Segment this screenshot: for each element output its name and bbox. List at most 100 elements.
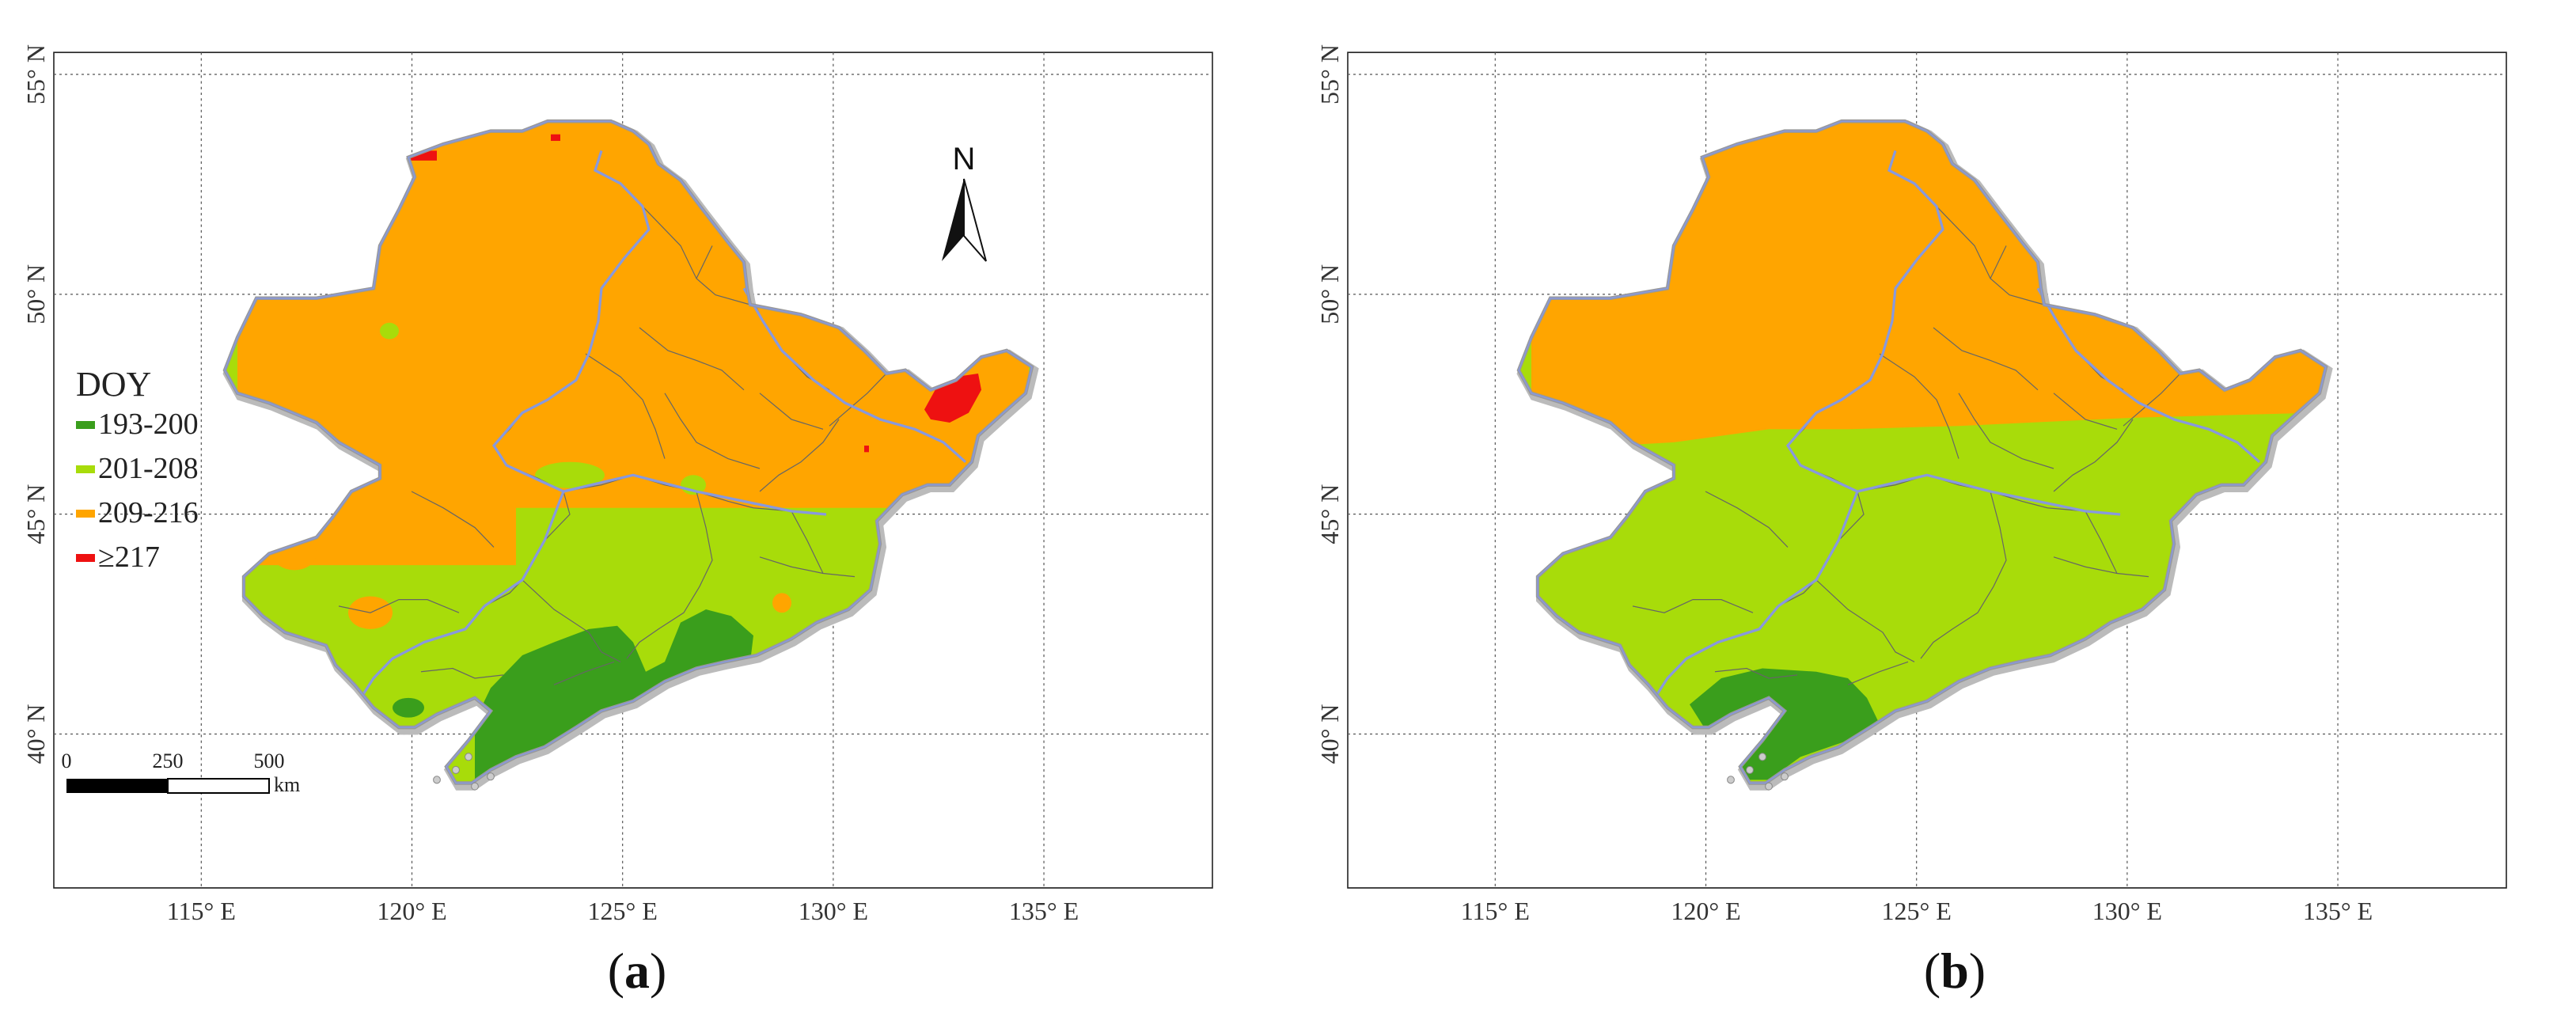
caption-a: (a) <box>607 943 667 999</box>
province-boundary <box>2036 287 2261 463</box>
scale-tick-label: 250 <box>153 749 184 772</box>
county-boundary <box>338 598 460 613</box>
north-arrow: N <box>942 142 987 262</box>
legend-label: ≥217 <box>98 541 160 574</box>
scale-bar-black <box>66 779 168 793</box>
legend-label: 193-200 <box>98 408 199 441</box>
map-panel-a: 115° E 120° E 125° E 130° E 135° E 55° N 50° N… <box>21 44 1213 925</box>
tick-label-lat: 50° N <box>21 264 50 324</box>
legend-swatch <box>76 421 95 429</box>
county-boundary <box>553 661 615 685</box>
province-boundary <box>1785 150 2121 516</box>
county-boundary <box>829 373 887 427</box>
tick-label-lon: 125° E <box>588 897 658 925</box>
zone-217-patch <box>864 446 869 453</box>
zone-193-200-patch <box>393 697 424 718</box>
province-boundary <box>742 287 967 463</box>
county-boundary <box>411 491 495 548</box>
county-boundary <box>2053 419 2134 492</box>
county-boundary <box>2085 510 2118 574</box>
tick-label-lon: 125° E <box>1882 897 1952 925</box>
map-group <box>1347 51 2507 889</box>
legend-title: DOY <box>76 365 151 404</box>
county-boundary <box>1933 327 2039 391</box>
zone-217-patch <box>551 134 560 142</box>
county-boundary <box>1714 667 1798 679</box>
island <box>1727 776 1735 784</box>
county-boundary <box>759 393 824 430</box>
north-arrow-left <box>942 179 964 261</box>
county-boundary <box>1879 353 1960 459</box>
scale-unit: km <box>274 773 300 796</box>
zone-209-216-patch <box>772 593 791 613</box>
region-outline-inner <box>1518 120 2327 784</box>
island <box>487 772 495 781</box>
tick-label-lat: 45° N <box>1315 484 1344 544</box>
tick-label-lat: 55° N <box>21 44 50 104</box>
county-boundary <box>2123 373 2181 427</box>
island <box>433 776 441 784</box>
north-label: N <box>953 142 976 176</box>
county-boundary <box>626 491 713 659</box>
legend-label: 209-216 <box>98 496 199 529</box>
tick-label-lon: 115° E <box>1461 897 1530 925</box>
scale-tick-label: 0 <box>62 749 72 772</box>
tick-label-lat: 40° N <box>21 704 50 765</box>
county-boundary <box>522 579 621 662</box>
map-group <box>53 51 1213 889</box>
county-boundary <box>759 419 840 492</box>
island <box>1765 782 1773 791</box>
county-boundary <box>1990 245 2007 279</box>
county-boundary <box>639 327 745 391</box>
tick-label-lat: 55° N <box>1315 44 1344 104</box>
tick-label-lon: 120° E <box>377 897 446 925</box>
county-boundary <box>1815 579 1915 662</box>
island <box>1781 772 1789 781</box>
county-boundary <box>585 353 666 459</box>
region-outline-inner <box>224 120 1033 784</box>
county-boundary <box>759 556 856 578</box>
boundaries <box>1632 150 2261 699</box>
map-frame <box>1347 51 2507 889</box>
province-boundary <box>1777 491 1859 608</box>
zone-201-208-patch <box>380 322 399 340</box>
zone-193-200 <box>475 609 753 780</box>
legend-swatch <box>76 510 95 518</box>
county-boundary <box>2053 556 2149 578</box>
county-boundary <box>1920 491 2007 659</box>
county-boundary <box>1847 661 1909 685</box>
tick-label-lat: 40° N <box>1315 704 1344 765</box>
caption-b: (b) <box>1923 943 1986 999</box>
zone-209-216-patch <box>272 537 317 571</box>
tick-label-lat: 45° N <box>21 484 50 544</box>
island <box>452 765 460 774</box>
island <box>1746 765 1754 774</box>
zone-201-208-patch <box>535 461 605 488</box>
scale-tick-label: 500 <box>254 749 285 772</box>
legend: DOY 193-200 201-208 209-216 ≥217 <box>76 365 199 574</box>
zone-209-216 <box>1531 121 2326 451</box>
scale-bar-white <box>167 778 270 794</box>
legend-swatch <box>76 554 95 562</box>
legend-label: 201-208 <box>98 452 199 485</box>
county-boundary <box>1632 598 1754 613</box>
map-panel-b: 115° E 120° E 125° E 130° E 135° E 55° N 50° N… <box>1315 44 2507 925</box>
region-fill <box>1519 121 2326 783</box>
province-boundary <box>1653 605 1780 699</box>
tick-label-lon: 130° E <box>2092 897 2162 925</box>
tick-label-lon: 115° E <box>167 897 236 925</box>
tick-label-lon: 120° E <box>1671 897 1740 925</box>
island <box>465 753 472 761</box>
tick-label-lon: 135° E <box>2303 897 2373 925</box>
county-boundary <box>2053 393 2118 430</box>
map-frame <box>53 51 1213 889</box>
county-boundary <box>420 667 504 679</box>
zone-209-216 <box>237 121 1029 566</box>
tick-label-lat: 50° N <box>1315 264 1344 324</box>
island <box>1758 753 1766 761</box>
province-boundary <box>484 491 565 608</box>
tick-label-lon: 130° E <box>799 897 868 925</box>
county-boundary <box>664 393 761 469</box>
tick-label-lon: 135° E <box>1009 897 1079 925</box>
